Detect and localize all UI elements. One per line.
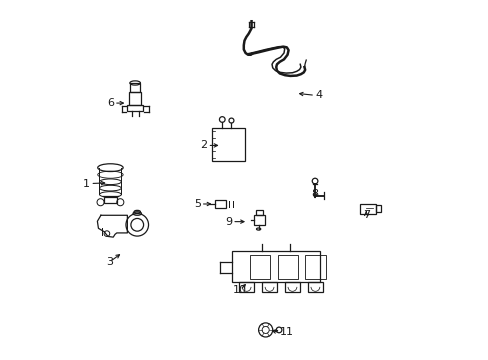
Text: 3: 3 [106,257,113,267]
Bar [214,201,225,207]
Bar [305,255,325,279]
Text: 1: 1 [83,179,90,189]
Bar [130,83,140,92]
Bar [359,204,375,213]
Text: 8: 8 [311,189,318,199]
Bar [307,282,322,292]
Bar [232,251,320,282]
Bar [239,282,253,292]
Text: 11: 11 [279,327,293,337]
Bar [104,197,117,203]
Bar [249,255,270,279]
Bar [211,128,245,162]
Bar [285,282,299,292]
Bar [375,205,381,212]
Bar [128,92,141,105]
Text: 7: 7 [362,210,369,220]
Bar [127,105,142,111]
Bar [255,210,263,215]
Bar [262,282,276,292]
Text: 4: 4 [314,90,322,100]
Text: 9: 9 [224,217,232,227]
Bar [254,215,264,225]
Text: 2: 2 [200,140,207,150]
Text: 6: 6 [107,98,114,108]
Text: 10: 10 [233,285,247,295]
Text: 5: 5 [193,199,201,209]
Bar [278,255,298,279]
